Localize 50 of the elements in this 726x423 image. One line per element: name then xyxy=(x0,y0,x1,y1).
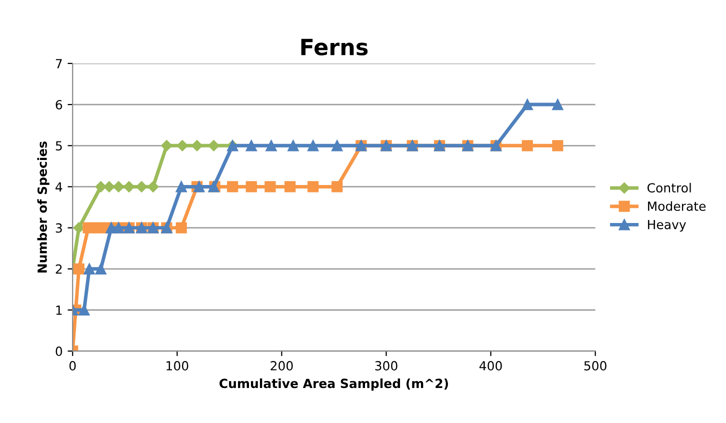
point xyxy=(194,181,205,192)
point xyxy=(208,140,220,152)
point xyxy=(288,140,299,152)
y-tick-label: 5 xyxy=(56,141,62,151)
y-tick-label: 3 xyxy=(56,223,62,233)
point xyxy=(246,140,257,152)
legend-label: Moderate xyxy=(648,201,706,211)
point xyxy=(332,140,343,152)
x-tick-label: 100 xyxy=(166,361,188,370)
legend-label: Control xyxy=(648,182,691,193)
point xyxy=(332,181,343,192)
point xyxy=(73,263,84,274)
point xyxy=(284,181,296,192)
point xyxy=(246,181,257,192)
x-tick-label: 400 xyxy=(479,361,502,370)
point xyxy=(191,140,203,152)
point xyxy=(82,222,94,234)
point xyxy=(522,140,533,152)
point xyxy=(264,181,276,192)
y-tick-label: 6 xyxy=(56,100,62,110)
point xyxy=(266,140,277,152)
y-tick-label: 2 xyxy=(56,264,62,274)
y-tick-label: 4 xyxy=(56,182,62,192)
y-tick-label: 7 xyxy=(56,59,62,68)
point xyxy=(104,181,115,192)
point xyxy=(176,222,187,234)
legend-label: Heavy xyxy=(648,220,686,232)
y-tick-label: 0 xyxy=(56,346,62,356)
point xyxy=(552,140,564,152)
x-tick-label: 300 xyxy=(375,361,398,370)
x-tick-label: 0 xyxy=(69,361,76,370)
point xyxy=(176,140,188,152)
point xyxy=(95,263,106,274)
point xyxy=(84,263,95,274)
point xyxy=(307,140,319,152)
x-axis-title: Cumulative Area Sampled (m^2) xyxy=(220,378,448,391)
point xyxy=(161,140,172,152)
point xyxy=(95,181,106,192)
point xyxy=(552,98,564,110)
point xyxy=(226,181,238,192)
point xyxy=(93,222,104,234)
y-axis-title: Number of Species xyxy=(37,141,50,272)
point xyxy=(307,181,319,192)
point xyxy=(73,222,84,234)
x-tick-label: 500 xyxy=(584,361,606,370)
point xyxy=(522,98,533,110)
y-tick-label: 1 xyxy=(56,306,62,315)
x-tick-label: 200 xyxy=(270,361,293,370)
point xyxy=(176,181,187,192)
chart-title: Ferns xyxy=(301,38,368,56)
